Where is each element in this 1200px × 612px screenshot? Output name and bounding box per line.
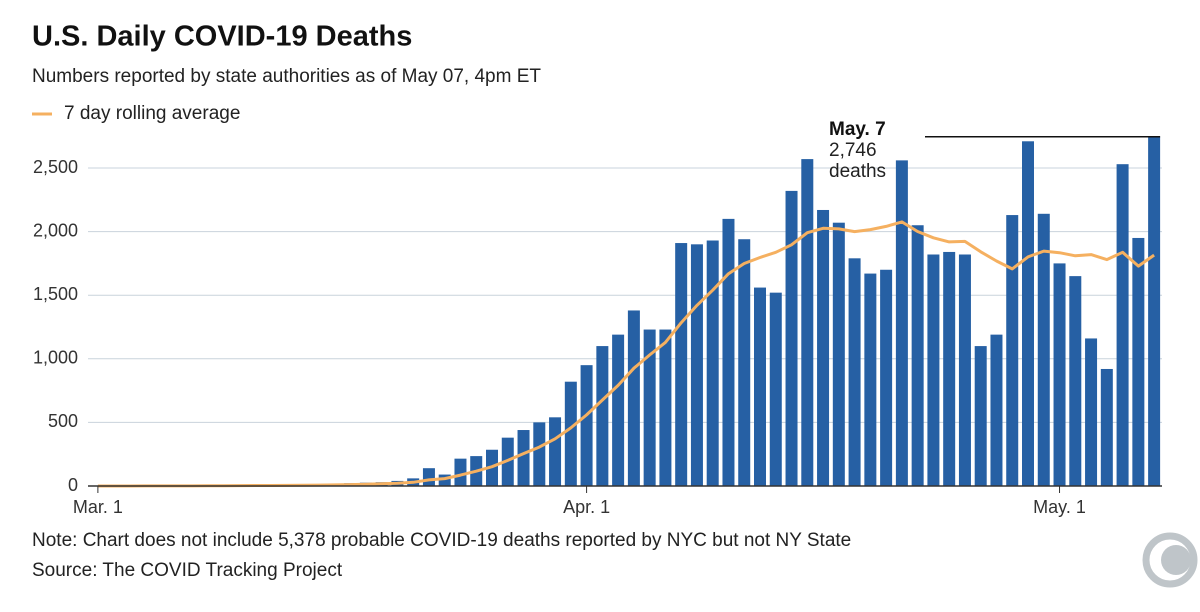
y-tick-label: 0 [68,475,78,495]
bar [833,223,845,486]
bar [1148,137,1160,486]
bar [1117,164,1129,486]
bar [927,254,939,486]
legend-label: 7 day rolling average [64,103,240,124]
bar [864,274,876,486]
bar [1022,141,1034,486]
bar [1054,263,1066,486]
y-tick-label: 500 [48,411,78,431]
bar [738,239,750,486]
y-tick-label: 1,000 [33,348,78,368]
bar [1038,214,1050,486]
bar [1006,215,1018,486]
bar [659,330,671,486]
bar [801,159,813,486]
bar [975,346,987,486]
bar [849,258,861,486]
bar [707,241,719,486]
bar [518,430,530,486]
bar [628,310,640,486]
bar [565,382,577,486]
chart-subtitle: Numbers reported by state authorities as… [32,66,541,87]
bar [1101,369,1113,486]
bar [1132,238,1144,486]
bar [596,346,608,486]
bar [912,225,924,486]
note: Note: Chart does not include 5,378 proba… [32,530,851,551]
annotation-value: 2,746 [829,140,877,161]
bar [990,335,1002,486]
y-tick-label: 2,000 [33,220,78,240]
bar [817,210,829,486]
annotation-date: May. 7 [829,119,886,140]
annotation-unit: deaths [829,161,886,182]
source: Source: The COVID Tracking Project [32,560,343,581]
y-tick-label: 2,500 [33,157,78,177]
bar [722,219,734,486]
bar [533,422,545,486]
x-tick-label: Mar. 1 [73,497,123,517]
bar [1069,276,1081,486]
bar [880,270,892,486]
bar [612,335,624,486]
bar [691,244,703,486]
bar [959,254,971,486]
bar [581,365,593,486]
bar [454,459,466,486]
x-tick-label: May. 1 [1033,497,1086,517]
bar [896,160,908,486]
bar [786,191,798,486]
x-tick-label: Apr. 1 [563,497,610,517]
bar [675,243,687,486]
chart-title: U.S. Daily COVID-19 Deaths [32,21,412,53]
bar [1085,338,1097,486]
bar [754,288,766,486]
bar [943,252,955,486]
bar [423,468,435,486]
bar [770,293,782,486]
bar [549,417,561,486]
logo [1146,536,1194,584]
y-tick-label: 1,500 [33,284,78,304]
